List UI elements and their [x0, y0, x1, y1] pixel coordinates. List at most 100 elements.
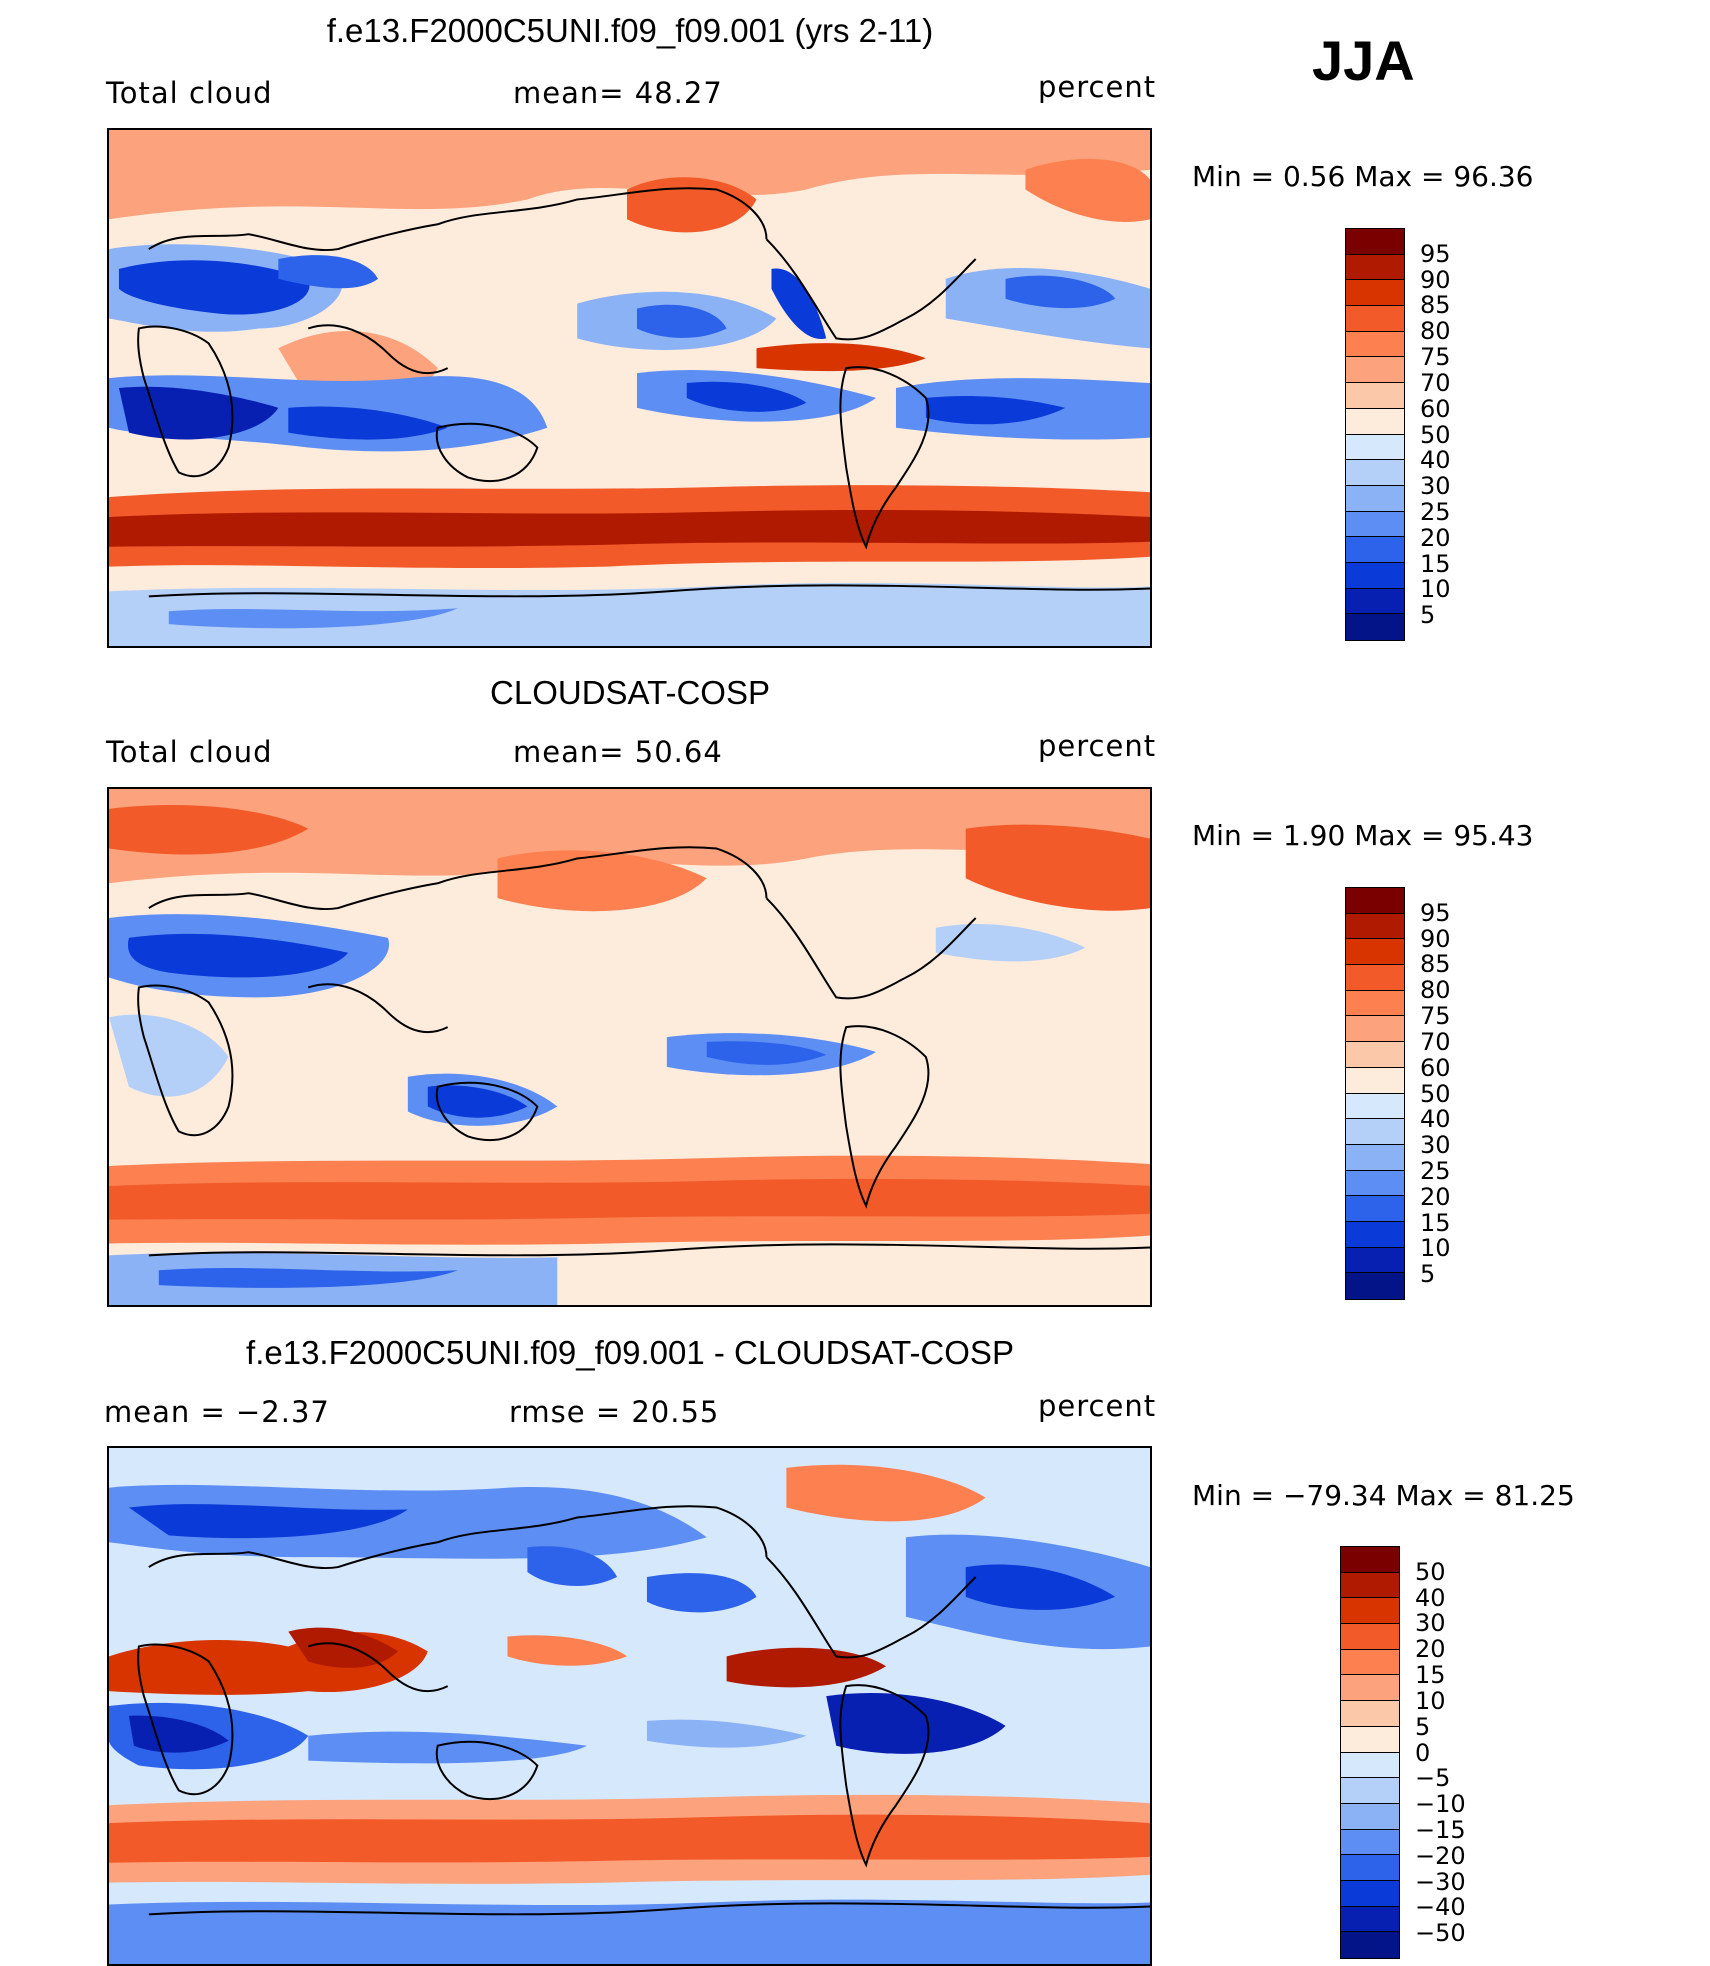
colorbar-tick-label: 30	[1420, 472, 1451, 501]
panel-1-map	[107, 128, 1152, 648]
panel-3-colorbar	[1340, 1546, 1400, 1959]
colorbar-tick-label: 15	[1420, 549, 1451, 578]
colorbar-swatch	[1341, 1855, 1399, 1881]
colorbar-tick-label: 60	[1420, 394, 1451, 423]
colorbar-swatch	[1341, 1675, 1399, 1702]
colorbar-swatch	[1346, 1144, 1404, 1171]
colorbar-tick-label: −30	[1415, 1867, 1466, 1896]
panel-3-map-plot	[109, 1448, 1150, 1964]
colorbar-tick-label: 75	[1420, 1002, 1451, 1031]
panel-1-variable-label: Total cloud	[106, 76, 273, 110]
colorbar-tick-label: 10	[1420, 575, 1451, 604]
colorbar-swatch	[1346, 1067, 1404, 1094]
colorbar-swatch	[1346, 383, 1404, 409]
panel-3-min-max: Min = −79.34 Max = 81.25	[1192, 1479, 1575, 1512]
panel-1-colorbar	[1345, 228, 1405, 641]
colorbar-swatch	[1341, 1572, 1399, 1599]
colorbar-tick-label: 20	[1420, 1182, 1451, 1211]
colorbar-swatch	[1341, 1880, 1399, 1907]
panel-1-colorbar-labels: 95 90 85 80 75 70 60 50 40 30 25 20 15 10 5	[1420, 228, 1500, 641]
colorbar-tick-label: 85	[1420, 950, 1451, 979]
colorbar-tick-label: 5	[1420, 601, 1436, 630]
colorbar-swatch	[1346, 434, 1404, 461]
colorbar-tick-label: 40	[1420, 1105, 1451, 1134]
colorbar-tick-label: 20	[1420, 523, 1451, 552]
colorbar-swatch	[1346, 913, 1404, 940]
colorbar-swatch	[1346, 460, 1404, 486]
colorbar-tick-label: 85	[1420, 291, 1451, 320]
colorbar-tick-label: 95	[1420, 898, 1451, 927]
colorbar-tick-label: −50	[1415, 1919, 1466, 1948]
colorbar-tick-label: 50	[1420, 420, 1451, 449]
colorbar-swatch	[1341, 1547, 1399, 1573]
colorbar-tick-label: 75	[1420, 343, 1451, 372]
panel-1-mean: mean= 48.27	[513, 76, 723, 110]
colorbar-swatch	[1346, 280, 1404, 307]
colorbar-tick-label: 95	[1420, 239, 1451, 268]
panel-3-units: percent	[1038, 1389, 1157, 1423]
colorbar-swatch	[1346, 229, 1404, 255]
season-label: JJA	[1312, 29, 1415, 92]
colorbar-tick-label: 30	[1415, 1609, 1446, 1638]
colorbar-tick-label: 90	[1420, 924, 1451, 953]
colorbar-swatch	[1341, 1649, 1399, 1676]
colorbar-tick-label: 20	[1415, 1635, 1446, 1664]
colorbar-swatch	[1346, 1196, 1404, 1222]
panel-2-units: percent	[1038, 729, 1157, 763]
colorbar-swatch	[1346, 1273, 1404, 1299]
colorbar-swatch	[1341, 1829, 1399, 1856]
colorbar-tick-label: 10	[1415, 1686, 1446, 1715]
colorbar-swatch	[1346, 562, 1404, 589]
panel-2-variable-label: Total cloud	[106, 735, 273, 769]
panel-3-mean: mean = −2.37	[104, 1395, 330, 1429]
colorbar-swatch	[1346, 990, 1404, 1017]
colorbar-tick-label: −10	[1415, 1790, 1466, 1819]
colorbar-tick-label: 25	[1420, 1156, 1451, 1185]
colorbar-swatch	[1346, 357, 1404, 384]
panel-2-min-max: Min = 1.90 Max = 95.43	[1192, 819, 1534, 852]
colorbar-tick-label: 70	[1420, 368, 1451, 397]
panel-2-map-plot	[109, 789, 1150, 1305]
panel-1-title: f.e13.F2000C5UNI.f09_f09.001 (yrs 2-11)	[326, 12, 934, 49]
colorbar-swatch	[1341, 1598, 1399, 1625]
colorbar-tick-label: 40	[1420, 446, 1451, 475]
panel-2-colorbar-labels: 95 90 85 80 75 70 60 50 40 30 25 20 15 10 5	[1420, 887, 1500, 1300]
colorbar-tick-label: 5	[1420, 1260, 1436, 1289]
colorbar-tick-label: 90	[1420, 265, 1451, 294]
colorbar-swatch	[1346, 1119, 1404, 1145]
colorbar-tick-label: 50	[1420, 1079, 1451, 1108]
colorbar-tick-label: 15	[1420, 1208, 1451, 1237]
colorbar-tick-label: 40	[1415, 1583, 1446, 1612]
colorbar-tick-label: 70	[1420, 1027, 1451, 1056]
panel-2-title: CLOUDSAT-COSP	[490, 674, 770, 711]
panel-3-title: f.e13.F2000C5UNI.f09_f09.001 - CLOUDSAT-…	[246, 1334, 1014, 1371]
colorbar-tick-label: 60	[1420, 1053, 1451, 1082]
colorbar-swatch	[1346, 485, 1404, 512]
colorbar-swatch	[1346, 1170, 1404, 1197]
colorbar-tick-label: 30	[1420, 1131, 1451, 1160]
colorbar-swatch	[1341, 1701, 1399, 1727]
colorbar-tick-label: 80	[1420, 976, 1451, 1005]
colorbar-swatch	[1346, 939, 1404, 966]
colorbar-swatch	[1346, 1093, 1404, 1120]
colorbar-swatch	[1341, 1726, 1399, 1753]
colorbar-swatch	[1346, 306, 1404, 332]
colorbar-swatch	[1346, 1221, 1404, 1248]
colorbar-swatch	[1346, 537, 1404, 563]
colorbar-tick-label: 25	[1420, 497, 1451, 526]
colorbar-swatch	[1346, 888, 1404, 914]
panel-1-min-max: Min = 0.56 Max = 96.36	[1192, 160, 1534, 193]
colorbar-tick-label: 10	[1420, 1234, 1451, 1263]
colorbar-swatch	[1341, 1752, 1399, 1779]
colorbar-swatch	[1346, 588, 1404, 615]
colorbar-tick-label: −15	[1415, 1815, 1466, 1844]
colorbar-swatch	[1346, 511, 1404, 538]
colorbar-tick-label: −5	[1415, 1764, 1451, 1793]
colorbar-swatch	[1346, 614, 1404, 640]
colorbar-swatch	[1346, 254, 1404, 281]
colorbar-tick-label: 0	[1415, 1738, 1431, 1767]
colorbar-tick-label: 5	[1415, 1712, 1431, 1741]
panel-2-map	[107, 787, 1152, 1307]
colorbar-swatch	[1346, 1247, 1404, 1274]
panel-3-map	[107, 1446, 1152, 1966]
